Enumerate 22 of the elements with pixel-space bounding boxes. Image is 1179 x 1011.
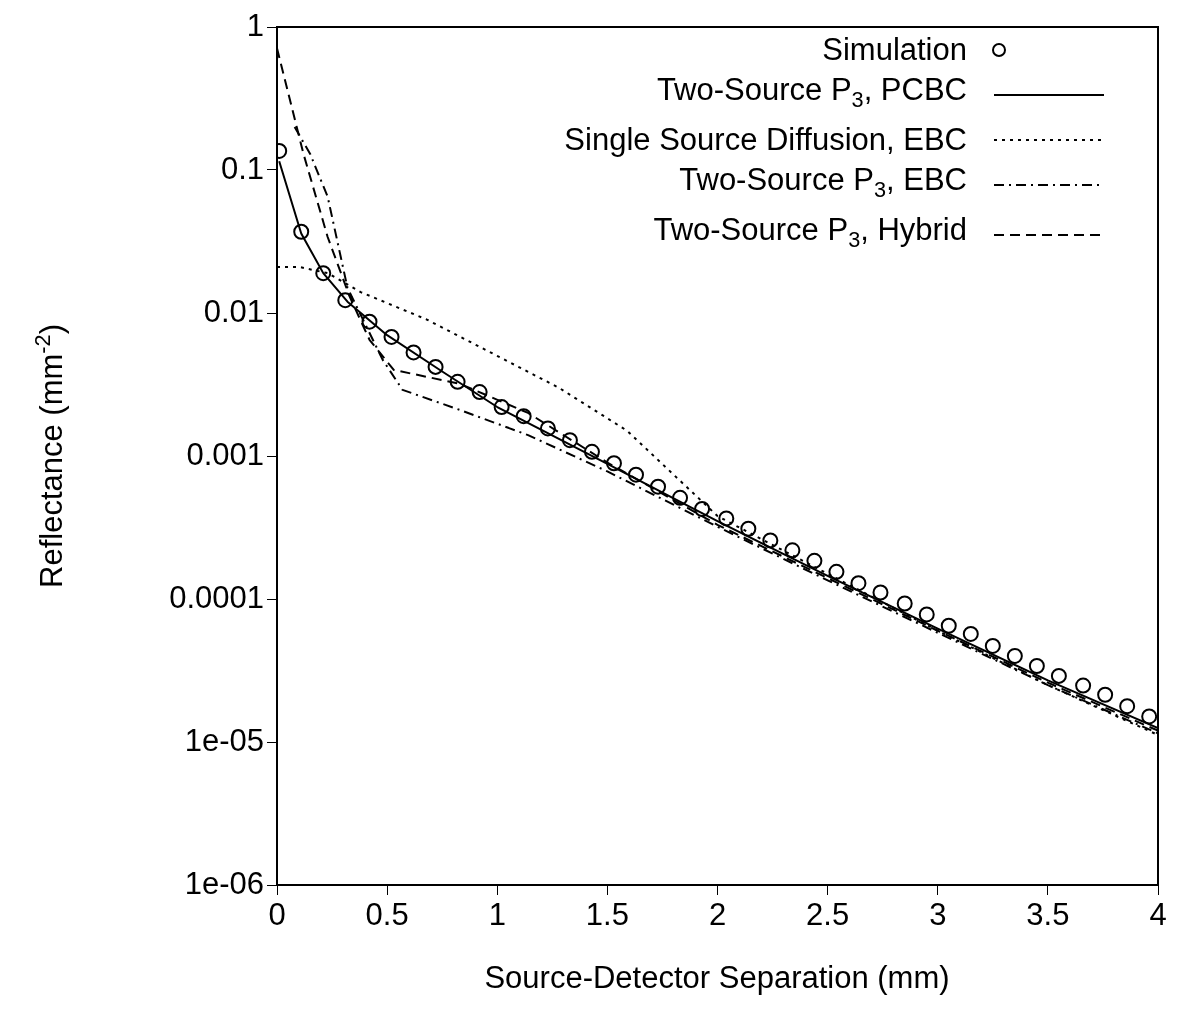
y-tick-label: 1e-05 — [184, 722, 264, 758]
legend-label: Two-Source P$_{3}$, EBC — [679, 161, 967, 205]
y-tick-label: 1e-06 — [184, 865, 264, 901]
x-tick-label: 2 — [708, 897, 727, 933]
x-tick-label: 3 — [929, 897, 947, 933]
x-tick-label: 4 — [1149, 897, 1167, 933]
y-tick-label: 0.001 — [186, 436, 264, 472]
x-tick-label: 0.5 — [365, 897, 409, 933]
legend-label: Simulation — [822, 31, 967, 69]
y-tick-label: 0.1 — [220, 150, 264, 186]
y-tick-label: 0.01 — [203, 293, 264, 329]
x-tick-label: 3.5 — [1026, 897, 1070, 933]
x-tick-label: 0 — [268, 897, 286, 933]
x-tick-label: 1 — [488, 897, 506, 933]
legend-label: Single Source Diffusion, EBC — [564, 121, 967, 160]
x-tick-label: 2.5 — [806, 897, 850, 933]
legend-label: Two-Source P$_{3}$, PCBC — [656, 71, 967, 115]
y-tick-label: 1 — [246, 7, 264, 43]
x-axis-title: Source-Detector Separation (mm) — [484, 960, 950, 996]
legend-label: Two-Source P$_{3}$, Hybrid — [653, 211, 967, 255]
y-tick-label: 0.0001 — [169, 579, 264, 615]
x-tick-label: 1.5 — [585, 897, 629, 933]
